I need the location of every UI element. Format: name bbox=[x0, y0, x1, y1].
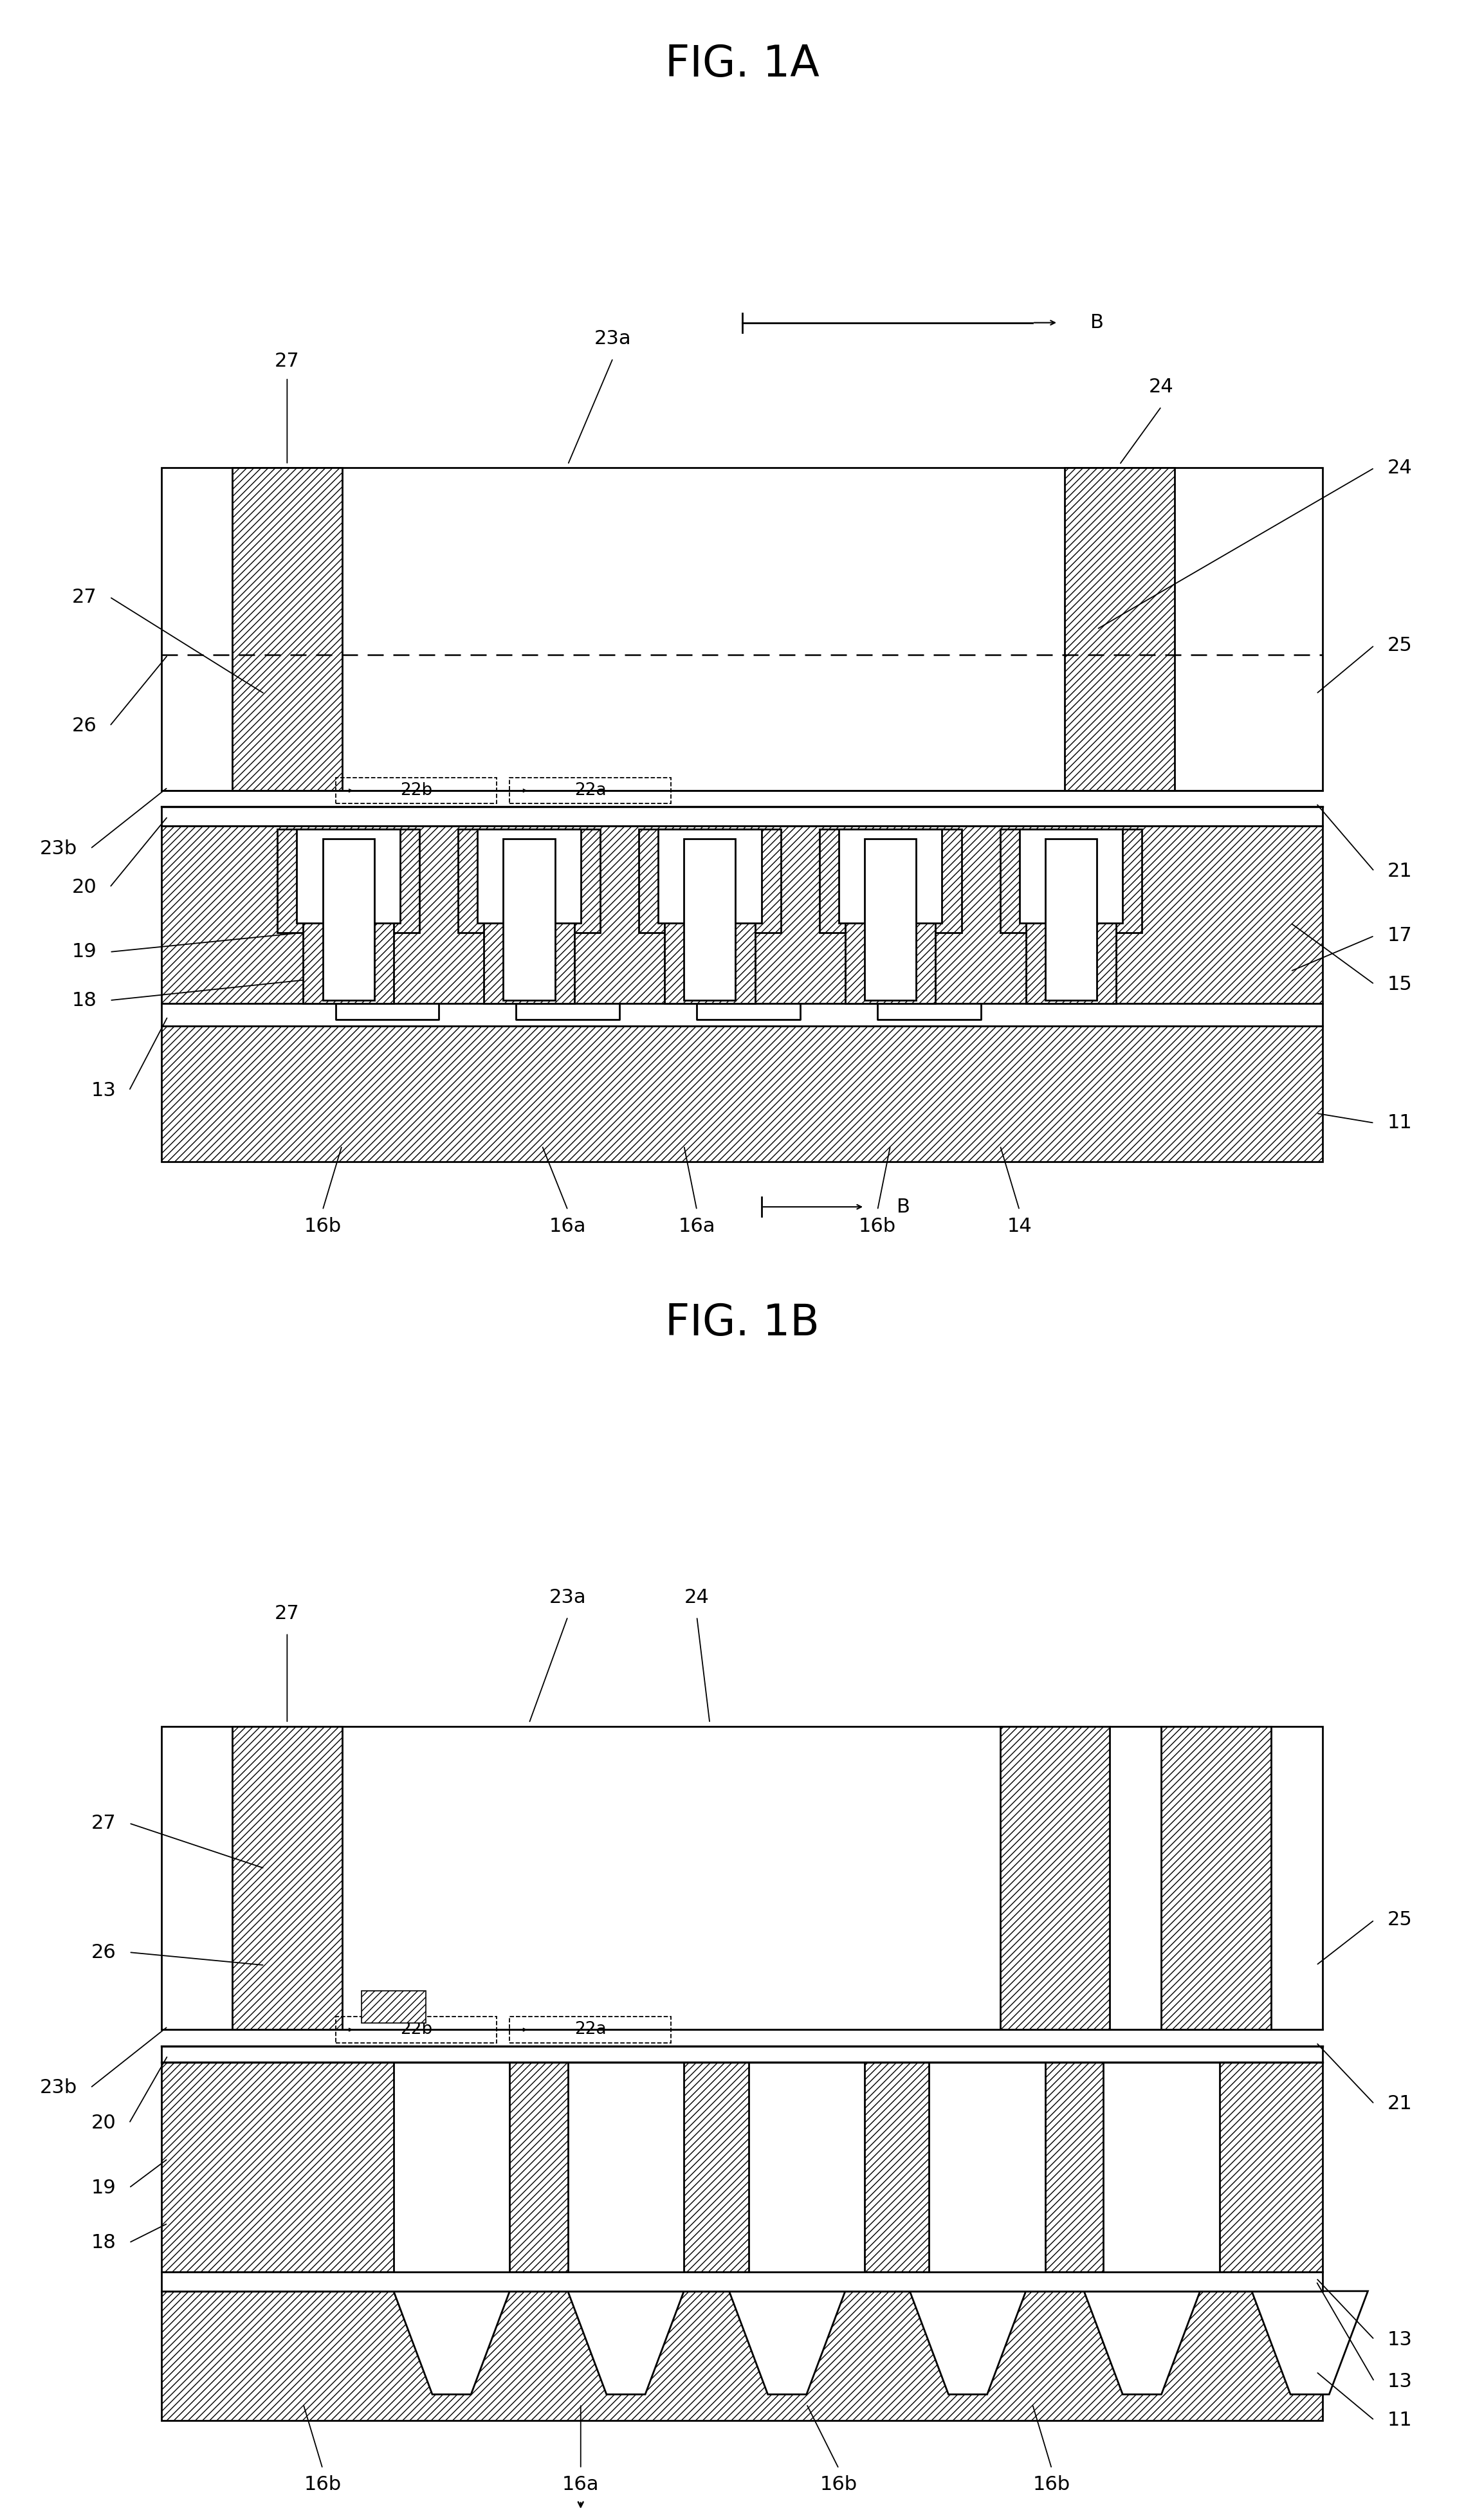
Bar bbox=[665, 828, 755, 1004]
Bar bbox=[233, 468, 341, 790]
Bar bbox=[657, 828, 761, 924]
Text: 27: 27 bbox=[275, 1603, 300, 1623]
Bar bbox=[638, 828, 781, 934]
Polygon shape bbox=[393, 2290, 509, 2394]
Bar bbox=[568, 2061, 684, 2273]
Text: 20: 20 bbox=[91, 2114, 116, 2132]
Bar bbox=[303, 828, 393, 1004]
Text: 13: 13 bbox=[91, 1082, 116, 1100]
Bar bbox=[1162, 1727, 1272, 2029]
Bar bbox=[162, 826, 1322, 1004]
Text: 14: 14 bbox=[1008, 1216, 1031, 1236]
Polygon shape bbox=[568, 2290, 684, 2394]
Bar bbox=[162, 1004, 1322, 1027]
Text: 19: 19 bbox=[71, 941, 96, 961]
Bar bbox=[865, 838, 916, 999]
Bar bbox=[361, 1991, 426, 2024]
Polygon shape bbox=[1083, 2290, 1201, 2394]
Bar bbox=[393, 2061, 509, 2273]
Text: 16b: 16b bbox=[304, 2474, 341, 2494]
Text: 13: 13 bbox=[1388, 2371, 1413, 2391]
Bar bbox=[162, 2046, 1322, 2061]
Text: 23a: 23a bbox=[595, 330, 632, 347]
Text: 19: 19 bbox=[91, 2180, 116, 2197]
Text: 24: 24 bbox=[1388, 458, 1413, 478]
Bar bbox=[1045, 838, 1097, 999]
Bar bbox=[162, 468, 1322, 790]
Text: 16b: 16b bbox=[1033, 2474, 1070, 2494]
Text: 16a: 16a bbox=[562, 2474, 600, 2494]
Bar bbox=[478, 828, 580, 924]
Text: B: B bbox=[1091, 312, 1104, 332]
Text: 16b: 16b bbox=[821, 2474, 858, 2494]
Text: 22b: 22b bbox=[401, 2021, 432, 2039]
Bar bbox=[335, 778, 497, 803]
Text: 27: 27 bbox=[71, 586, 96, 607]
Bar bbox=[459, 828, 600, 934]
Text: 22a: 22a bbox=[574, 2021, 607, 2039]
Bar bbox=[1020, 828, 1123, 924]
Text: 18: 18 bbox=[91, 2233, 116, 2253]
Text: 18: 18 bbox=[71, 992, 96, 1009]
Text: 23a: 23a bbox=[549, 1588, 586, 1606]
Text: 15: 15 bbox=[1388, 974, 1413, 994]
Text: 22b: 22b bbox=[401, 783, 432, 798]
Text: 16a: 16a bbox=[549, 1216, 586, 1236]
Bar bbox=[162, 1727, 1322, 2029]
Bar bbox=[509, 2016, 671, 2044]
Bar bbox=[1000, 1727, 1110, 2029]
Bar bbox=[838, 828, 942, 924]
Text: 16b: 16b bbox=[859, 1216, 896, 1236]
Bar bbox=[748, 2061, 865, 2273]
Polygon shape bbox=[729, 2290, 846, 2394]
Text: 25: 25 bbox=[1388, 1910, 1413, 1931]
Bar bbox=[484, 828, 574, 1004]
Bar bbox=[684, 838, 736, 999]
Bar bbox=[233, 1727, 341, 2029]
Bar bbox=[509, 778, 671, 803]
Text: 27: 27 bbox=[91, 1815, 116, 1832]
Polygon shape bbox=[910, 2290, 1025, 2394]
Text: B: B bbox=[896, 1198, 910, 1216]
Text: 11: 11 bbox=[1388, 1113, 1413, 1133]
Text: 11: 11 bbox=[1388, 2411, 1413, 2429]
Text: 16a: 16a bbox=[678, 1216, 715, 1236]
Text: 23b: 23b bbox=[40, 2079, 77, 2097]
Text: 21: 21 bbox=[1388, 861, 1413, 881]
Bar bbox=[1025, 828, 1116, 1004]
Bar bbox=[335, 2016, 497, 2044]
Bar bbox=[162, 2273, 1322, 2290]
Text: 26: 26 bbox=[71, 717, 96, 735]
Bar bbox=[846, 828, 935, 1004]
Bar bbox=[162, 808, 1322, 826]
Text: 26: 26 bbox=[91, 1943, 116, 1961]
Bar bbox=[1000, 828, 1143, 934]
Text: 24: 24 bbox=[684, 1588, 709, 1606]
Bar bbox=[1103, 2061, 1220, 2273]
Text: 21: 21 bbox=[1388, 2094, 1413, 2114]
Bar bbox=[819, 828, 962, 934]
Text: 23b: 23b bbox=[40, 838, 77, 858]
Text: 20: 20 bbox=[71, 878, 96, 896]
Bar bbox=[929, 2061, 1045, 2273]
Bar bbox=[297, 828, 401, 924]
Text: 13: 13 bbox=[1388, 2331, 1413, 2348]
Bar bbox=[162, 1027, 1322, 1163]
Bar bbox=[278, 828, 420, 934]
Text: 25: 25 bbox=[1388, 637, 1413, 654]
Bar bbox=[162, 2290, 1322, 2421]
Text: 16b: 16b bbox=[304, 1216, 341, 1236]
Text: 24: 24 bbox=[1149, 378, 1174, 398]
Bar bbox=[162, 2061, 1322, 2273]
Text: 27: 27 bbox=[275, 352, 300, 370]
Bar bbox=[322, 838, 374, 999]
Polygon shape bbox=[1251, 2290, 1368, 2394]
Text: 22a: 22a bbox=[574, 783, 607, 798]
Bar bbox=[1064, 468, 1174, 790]
Bar bbox=[503, 838, 555, 999]
Text: 17: 17 bbox=[1388, 926, 1413, 946]
Text: FIG. 1A: FIG. 1A bbox=[665, 43, 819, 86]
Text: FIG. 1B: FIG. 1B bbox=[665, 1301, 819, 1344]
